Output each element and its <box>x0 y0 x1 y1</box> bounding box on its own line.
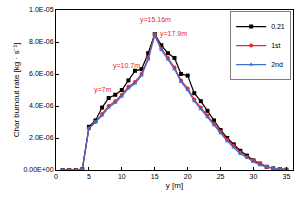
svg-text:2.0E-06: 2.0E-06 <box>29 134 54 141</box>
svg-text:2nd: 2nd <box>271 61 283 68</box>
svg-text:0.21: 0.21 <box>271 23 285 30</box>
svg-text:y=17.9m: y=17.9m <box>160 30 187 38</box>
svg-text:y=7m: y=7m <box>94 86 111 94</box>
svg-text:y [m]: y [m] <box>166 181 183 190</box>
svg-text:5: 5 <box>87 173 91 180</box>
svg-text:20: 20 <box>184 173 192 180</box>
svg-text:35: 35 <box>283 173 291 180</box>
svg-text:0.00E+00: 0.00E+00 <box>23 166 53 173</box>
svg-text:15: 15 <box>151 173 159 180</box>
svg-text:6.0E-06: 6.0E-06 <box>29 70 54 77</box>
svg-text:Char burnout rate [kg · s⁻¹]: Char burnout rate [kg · s⁻¹] <box>12 43 21 138</box>
svg-text:8.0E-06: 8.0E-06 <box>29 38 54 45</box>
svg-text:y=10.7m: y=10.7m <box>113 62 140 70</box>
svg-text:1.0E-05: 1.0E-05 <box>29 6 54 13</box>
svg-text:y=15.16m: y=15.16m <box>140 16 171 24</box>
svg-text:0: 0 <box>54 173 58 180</box>
svg-text:25: 25 <box>217 173 225 180</box>
svg-text:10: 10 <box>118 173 126 180</box>
svg-text:4.0E-06: 4.0E-06 <box>29 102 54 109</box>
svg-text:30: 30 <box>250 173 258 180</box>
svg-text:1st: 1st <box>271 42 280 49</box>
